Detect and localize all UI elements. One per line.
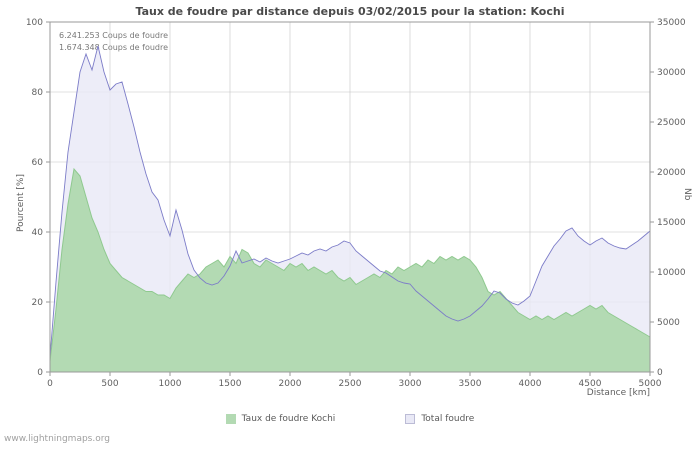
tick-label: 5000 <box>657 318 680 328</box>
legend-swatch-total <box>405 414 416 424</box>
tick-label: 3000 <box>399 379 422 389</box>
watermark: www.lightningmaps.org <box>4 434 110 444</box>
tick-label: 2000 <box>279 379 302 389</box>
tick-label: 2500 <box>339 379 362 389</box>
tick-label: 35000 <box>657 18 686 28</box>
tick-label: 0 <box>47 379 53 389</box>
x-axis-label: Distance [km] <box>586 388 650 398</box>
tick-label: 3500 <box>459 379 482 389</box>
chart-title: Taux de foudre par distance depuis 03/02… <box>135 5 565 18</box>
tick-label: 20 <box>32 298 44 308</box>
tick-label: 25000 <box>657 118 686 128</box>
legend-item-total: Total foudre <box>405 414 474 424</box>
annotations: 6.241.253 Coups de foudre 1.674.348 Coup… <box>59 30 168 54</box>
taux-foudre-area <box>50 169 650 372</box>
legend: Taux de foudre Kochi Total foudre <box>0 414 700 424</box>
tick-label: 10000 <box>657 268 686 278</box>
tick-label: 4500 <box>579 379 602 389</box>
taux-foudre-line <box>49 167 651 362</box>
tick-label: 1500 <box>219 379 242 389</box>
tick-label: 0 <box>37 368 43 378</box>
tick-label: 500 <box>101 379 118 389</box>
tick-label: 4000 <box>519 379 542 389</box>
legend-item-station-rate: Taux de foudre Kochi <box>225 414 336 424</box>
annotation-total-strike-count: 6.241.253 Coups de foudre <box>59 31 169 40</box>
tick-label: 60 <box>32 158 44 168</box>
tick-label: 30000 <box>657 68 686 78</box>
tick-label: 40 <box>32 228 44 238</box>
tick-label: 0 <box>657 368 663 378</box>
tick-label: 20000 <box>657 168 686 178</box>
legend-label-total: Total foudre <box>421 414 475 424</box>
tick-label: 1000 <box>159 379 182 389</box>
tick-label: 80 <box>32 88 44 98</box>
total-foudre-line <box>49 45 651 358</box>
annotation-station-strike-count: 1.674.348 Coups de foudre <box>59 43 169 52</box>
legend-swatch-station <box>225 414 236 424</box>
tick-label: 100 <box>26 18 43 28</box>
tick-label: 15000 <box>657 218 686 228</box>
tick-label: 5000 <box>639 379 662 389</box>
legend-label-station: Taux de foudre Kochi <box>241 414 336 424</box>
